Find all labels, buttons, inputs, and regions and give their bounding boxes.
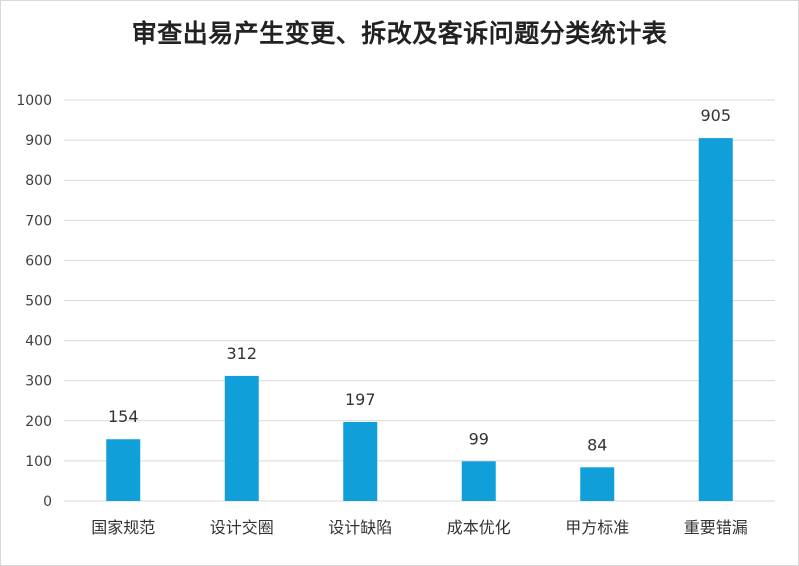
data-labels: 154 312 197 99 84 905: [108, 106, 731, 454]
bar: [698, 138, 733, 501]
bar: [580, 467, 615, 501]
category-label: 成本优化: [447, 518, 511, 537]
data-label: 197: [345, 390, 376, 409]
data-label: 84: [587, 435, 607, 454]
y-tick-label: 700: [25, 213, 52, 229]
y-tick-label: 400: [25, 334, 52, 350]
bar: [343, 422, 378, 501]
y-tick-label: 500: [25, 294, 52, 310]
bar: [224, 375, 259, 501]
category-label: 重要错漏: [684, 518, 748, 537]
y-tick-label: 1000: [16, 93, 52, 109]
category-label: 设计交圈: [210, 518, 274, 537]
y-tick-label: 600: [25, 253, 52, 269]
y-tick-label: 200: [25, 414, 52, 430]
y-tick-label: 800: [25, 173, 52, 189]
category-label: 设计缺陷: [328, 518, 392, 537]
data-label: 312: [226, 344, 257, 363]
category-label: 甲方标准: [565, 518, 629, 537]
y-tick-label: 100: [25, 454, 52, 470]
y-tick-label: 900: [25, 133, 52, 149]
x-axis-categories: 国家规范 设计交圈 设计缺陷 成本优化 甲方标准 重要错漏: [91, 518, 748, 537]
bar: [461, 461, 496, 501]
category-label: 国家规范: [91, 518, 155, 537]
y-tick-label: 300: [25, 374, 52, 390]
chart-title: 审查出易产生变更、拆改及客诉问题分类统计表: [131, 19, 668, 48]
grid-lines: [64, 99, 775, 502]
data-label: 905: [700, 106, 731, 125]
y-axis-ticks: 0 100 200 300 400 500 600 700 800 900 1000: [16, 93, 52, 510]
data-label: 99: [469, 429, 489, 448]
bars: [106, 138, 733, 501]
y-tick-label: 0: [43, 494, 52, 510]
data-label: 154: [108, 407, 139, 426]
bar: [106, 439, 141, 501]
